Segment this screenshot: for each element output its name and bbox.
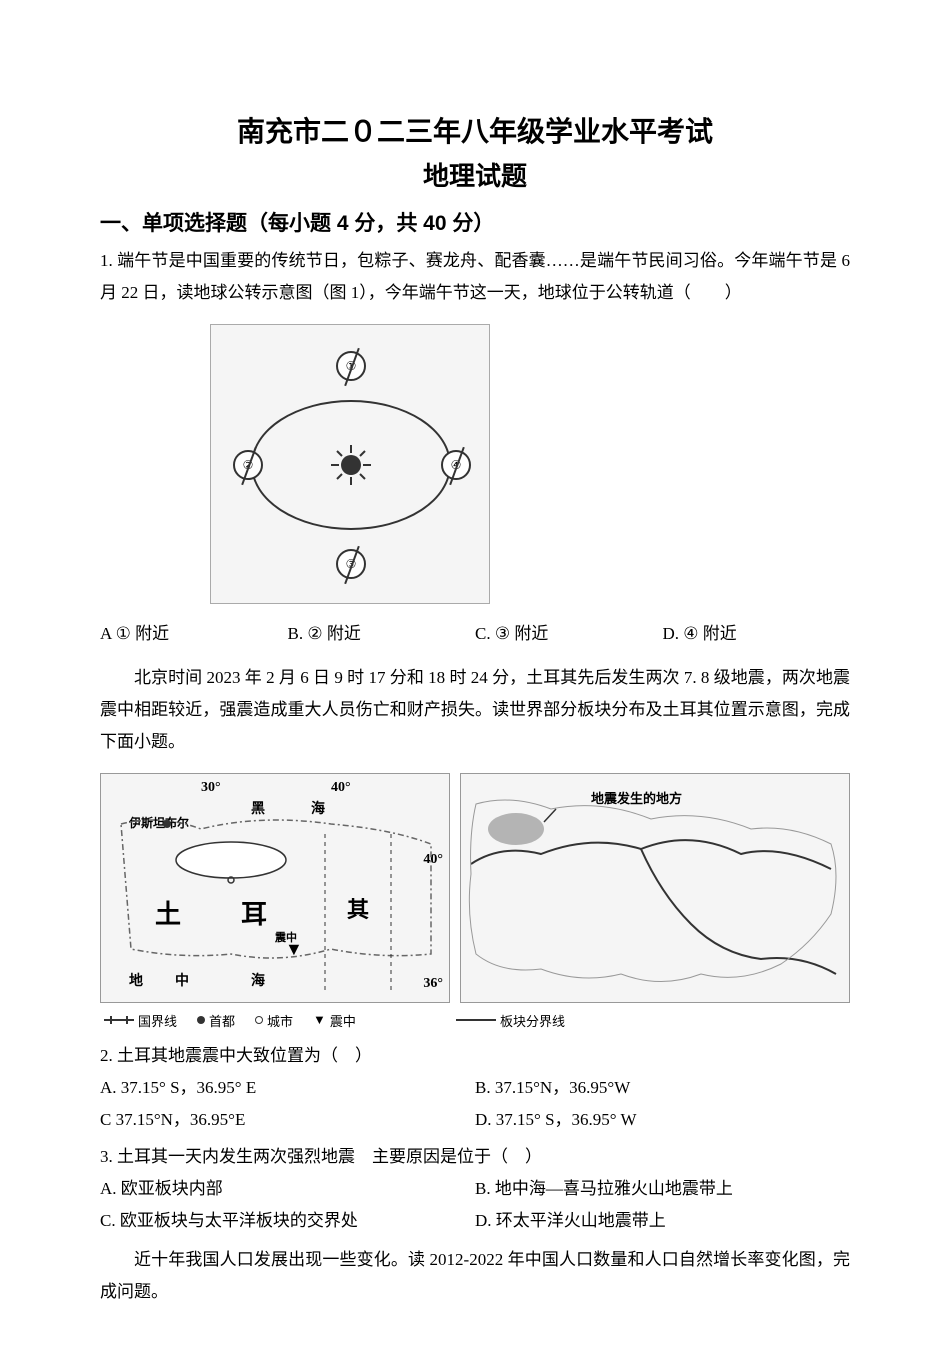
- label-sea: 海: [311, 798, 325, 818]
- legend-plate-boundary-label: 板块分界线: [500, 1011, 565, 1030]
- label-black: 黑: [251, 798, 265, 818]
- question-3-options: A. 欧亚板块内部 B. 地中海—喜马拉雅火山地震带上 C. 欧亚板块与太平洋板…: [100, 1173, 850, 1238]
- q1-option-d: D. ④ 附近: [663, 618, 851, 650]
- label-istanbul: 伊斯坦布尔: [129, 814, 189, 831]
- question-2-options: A. 37.15° S，36.95° E B. 37.15°N，36.95°W …: [100, 1072, 850, 1137]
- label-ankara: 安卡拉: [206, 858, 248, 878]
- legend-capital-label: 首都: [209, 1011, 235, 1030]
- earth-position-2: ②: [233, 450, 263, 480]
- q1-option-c: C. ③ 附近: [475, 618, 663, 650]
- legend-epicenter-label: 震中: [330, 1011, 356, 1030]
- legend-city: 城市: [255, 1011, 293, 1030]
- map-legend: 国界线 首都 城市 ▼ 震中 板块分界线: [100, 1011, 850, 1030]
- earth-position-1: ①: [336, 351, 366, 381]
- q3-option-b: B. 地中海—喜马拉雅火山地震带上: [475, 1173, 850, 1205]
- q2-option-d: D. 37.15° S，36.95° W: [475, 1104, 850, 1136]
- section-1-heading: 一、单项选择题（每小题 4 分，共 40 分）: [100, 207, 850, 237]
- question-3-text: 3. 土耳其一天内发生两次强烈地震 主要原因是位于（ ）: [100, 1141, 850, 1173]
- legend-epicenter: ▼ 震中: [313, 1011, 356, 1030]
- legend-border: 国界线: [104, 1011, 177, 1030]
- earth-position-3: ③: [336, 549, 366, 579]
- legend-city-label: 城市: [267, 1011, 293, 1030]
- map-turkey: 30° 40° 40° 36° 黑 海 伊斯坦布尔 安卡拉 土 耳 其 震中 ▼…: [100, 773, 450, 1003]
- q3-option-a: A. 欧亚板块内部: [100, 1173, 475, 1205]
- sun-icon: [331, 445, 371, 485]
- label-med-zhong: 中: [175, 970, 189, 990]
- legend-capital: 首都: [197, 1011, 235, 1030]
- question-1-options: A ① 附近 B. ② 附近 C. ③ 附近 D. ④ 附近: [100, 618, 850, 650]
- q3-option-c: C. 欧亚板块与太平洋板块的交界处: [100, 1205, 475, 1237]
- question-2-text: 2. 土耳其地震震中大致位置为（ ）: [100, 1040, 850, 1072]
- population-passage: 近十年我国人口发展出现一些变化。读 2012-2022 年中国人口数量和人口自然…: [100, 1244, 850, 1309]
- q2-option-a: A. 37.15° S，36.95° E: [100, 1072, 475, 1104]
- exam-title-main: 南充市二０二三年八年级学业水平考试: [100, 110, 850, 150]
- label-earthquake-zone: 地震发生的地方: [591, 788, 682, 807]
- lon-30: 30°: [201, 780, 221, 796]
- earthquake-passage: 北京时间 2023 年 2 月 6 日 9 时 17 分和 18 时 24 分，…: [100, 662, 850, 759]
- q2-option-c: C 37.15°N，36.95°E: [100, 1104, 475, 1136]
- q1-option-a: A ① 附近: [100, 618, 288, 650]
- lat-36: 36°: [423, 976, 443, 992]
- figure-1-orbit: ① ② ③ ④: [100, 324, 850, 604]
- q3-option-d: D. 环太平洋火山地震带上: [475, 1205, 850, 1237]
- label-qi: 其: [347, 892, 369, 924]
- label-tu: 土: [155, 894, 181, 931]
- label-med-hai: 海: [251, 970, 265, 990]
- map-plates: 地震发生的地方: [460, 773, 850, 1003]
- legend-border-label: 国界线: [138, 1011, 177, 1030]
- legend-plate-boundary: 板块分界线: [456, 1011, 565, 1030]
- figure-maps: 30° 40° 40° 36° 黑 海 伊斯坦布尔 安卡拉 土 耳 其 震中 ▼…: [100, 773, 850, 1003]
- question-1-text: 1. 端午节是中国重要的传统节日，包粽子、赛龙舟、配香囊……是端午节民间习俗。今…: [100, 245, 850, 310]
- exam-title-sub: 地理试题: [100, 156, 850, 193]
- label-er: 耳: [241, 894, 267, 931]
- lon-40: 40°: [331, 780, 351, 796]
- lat-40: 40°: [423, 852, 443, 868]
- q1-option-b: B. ② 附近: [288, 618, 476, 650]
- label-med-di: 地: [129, 970, 143, 990]
- earth-position-4: ④: [441, 450, 471, 480]
- epicenter-mark: ▼: [285, 939, 303, 960]
- q2-option-b: B. 37.15°N，36.95°W: [475, 1072, 850, 1104]
